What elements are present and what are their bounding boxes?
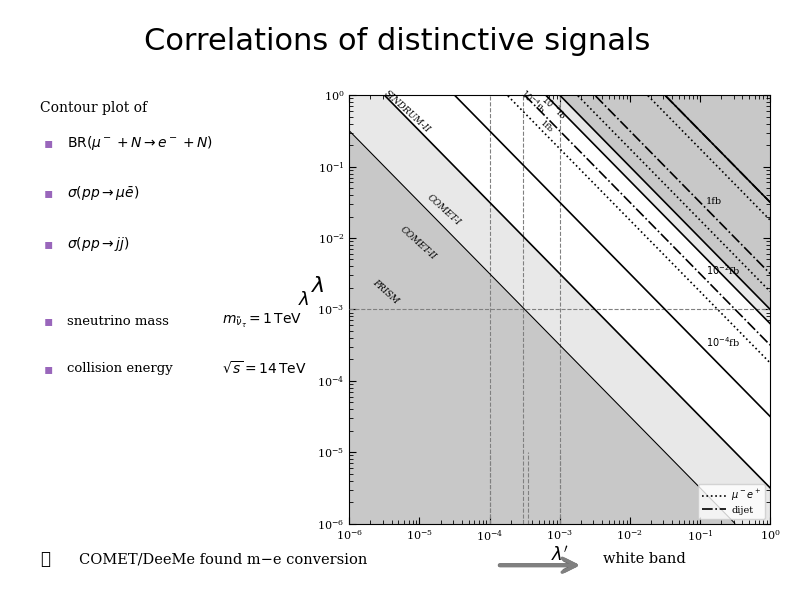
- Text: COMET-I: COMET-I: [425, 193, 462, 227]
- Text: $\sigma(pp \rightarrow jj)$: $\sigma(pp \rightarrow jj)$: [67, 235, 130, 253]
- Text: $10^{-2}$fb: $10^{-2}$fb: [538, 93, 569, 122]
- Text: $\mathrm{BR}(\mu^- + N \rightarrow e^- + N)$: $\mathrm{BR}(\mu^- + N \rightarrow e^- +…: [67, 134, 214, 152]
- Text: $10^{-4}$fb: $10^{-4}$fb: [706, 335, 740, 349]
- Text: $10^{-4}$fb: $10^{-4}$fb: [518, 87, 548, 116]
- Y-axis label: $\lambda$: $\lambda$: [298, 292, 309, 309]
- Text: ▪: ▪: [44, 186, 53, 201]
- Text: 1fb: 1fb: [706, 197, 722, 206]
- X-axis label: $\lambda'$: $\lambda'$: [551, 546, 569, 565]
- Text: COMET/DeeMe found m−e conversion: COMET/DeeMe found m−e conversion: [79, 552, 368, 566]
- Text: ▪: ▪: [44, 136, 53, 150]
- Text: PRISM: PRISM: [371, 278, 400, 306]
- Text: 1fb: 1fb: [538, 120, 554, 134]
- FancyArrowPatch shape: [499, 560, 576, 571]
- Text: $\sigma(pp \rightarrow \mu\bar{e})$: $\sigma(pp \rightarrow \mu\bar{e})$: [67, 184, 140, 202]
- Text: ▪: ▪: [44, 237, 53, 251]
- Text: white band: white band: [603, 552, 686, 566]
- Legend: $\mu^- e^+$, dijet: $\mu^- e^+$, dijet: [698, 484, 765, 519]
- Text: Contour plot of: Contour plot of: [40, 101, 147, 115]
- Text: collision energy: collision energy: [67, 362, 173, 375]
- Text: $\sqrt{s} = 14\,\mathrm{TeV}$: $\sqrt{s} = 14\,\mathrm{TeV}$: [222, 361, 307, 377]
- Text: SINDRUM-II: SINDRUM-II: [383, 89, 432, 134]
- Text: ▪: ▪: [44, 362, 53, 376]
- Text: Correlations of distinctive signals: Correlations of distinctive signals: [144, 27, 650, 56]
- Text: ▪: ▪: [44, 314, 53, 328]
- Text: $m_{\tilde{\nu}_\tau} = 1\,\mathrm{TeV}$: $m_{\tilde{\nu}_\tau} = 1\,\mathrm{TeV}$: [222, 312, 303, 330]
- Text: sneutrino mass: sneutrino mass: [67, 315, 169, 328]
- Text: ☑: ☑: [40, 551, 50, 568]
- Text: $10^{-2}$fb: $10^{-2}$fb: [706, 264, 740, 277]
- Text: $\lambda$: $\lambda$: [310, 275, 325, 296]
- Text: COMET-II: COMET-II: [399, 225, 437, 261]
